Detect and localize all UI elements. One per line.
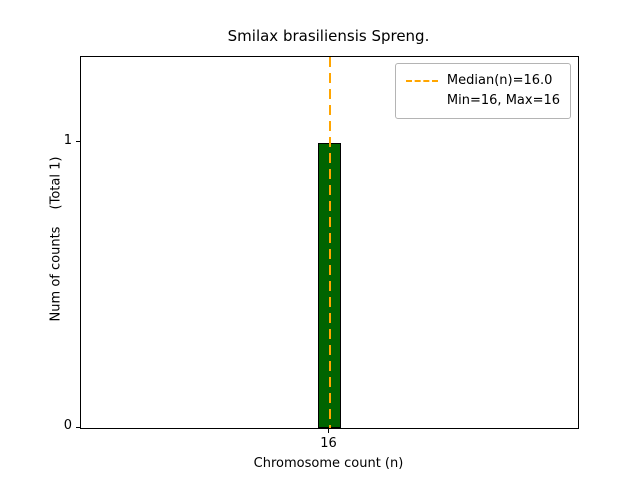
legend-row-median: Median(n)=16.0 — [405, 71, 560, 91]
legend: Median(n)=16.0 Min=16, Max=16 — [394, 63, 571, 120]
chart-title: Smilax brasiliensis Spreng. — [227, 27, 430, 45]
x-tick-mark-16 — [328, 429, 329, 433]
median-line — [328, 57, 331, 428]
legend-row-minmax: Min=16, Max=16 — [406, 91, 560, 111]
legend-spacer — [406, 100, 438, 102]
plot-area: Median(n)=16.0 Min=16, Max=16 — [80, 56, 579, 429]
y-axis-label: Num of counts — [48, 226, 64, 322]
y-tick-label-1: 1 — [63, 132, 72, 148]
x-axis-label: Chromosome count (n) — [253, 456, 404, 471]
x-tick-label-16: 16 — [320, 436, 337, 451]
y-tick-label-0: 0 — [63, 418, 72, 433]
legend-median-label: Median(n)=16.0 — [446, 73, 553, 88]
y-tick-mark-0 — [76, 426, 80, 428]
median-dashed-line-sample — [405, 80, 438, 83]
legend-minmax-label: Min=16, Max=16 — [446, 93, 560, 109]
y-axis-total-annotation: (Total 1) — [48, 156, 64, 210]
y-tick-mark-1 — [76, 141, 80, 143]
